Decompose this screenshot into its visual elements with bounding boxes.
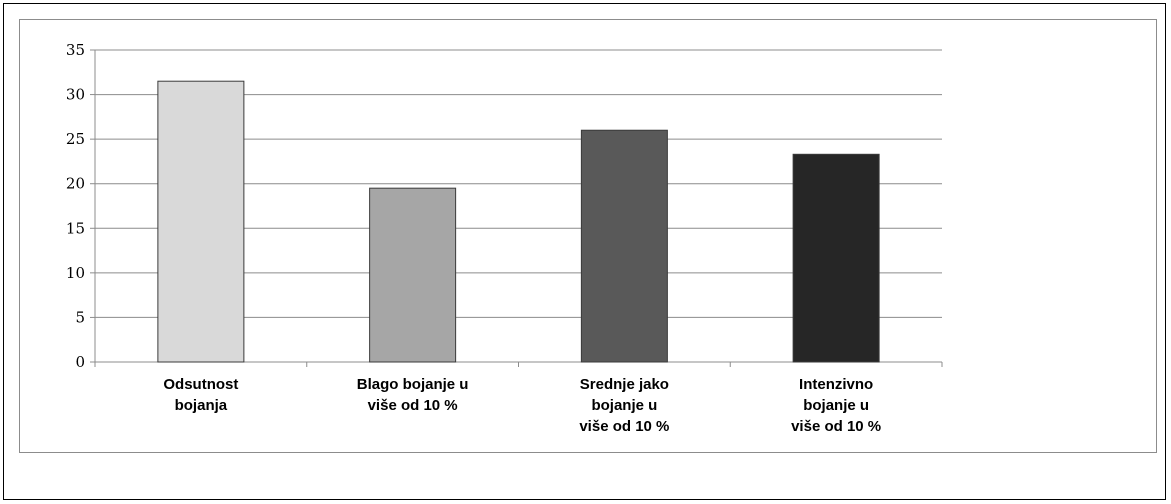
category-label: više od 10 % xyxy=(579,418,669,435)
bar xyxy=(369,187,457,363)
bar xyxy=(580,129,668,363)
category-label: više od 10 % xyxy=(368,397,458,414)
category-label: bojanja xyxy=(175,397,228,414)
bar xyxy=(157,80,245,363)
category-label: bojanje u xyxy=(591,397,657,414)
y-tick-label: 20 xyxy=(66,175,85,193)
bars xyxy=(157,80,880,363)
category-label: više od 10 % xyxy=(791,418,881,435)
category-label: Intenzivno xyxy=(799,376,873,393)
y-tick-label: 10 xyxy=(66,264,85,282)
chart-frame xyxy=(19,19,1157,453)
y-tick-label: 15 xyxy=(66,219,85,237)
bar xyxy=(792,153,880,363)
category-label: Blago bojanje u xyxy=(357,376,469,393)
y-tick-label: 30 xyxy=(66,86,85,104)
y-tick-label: 25 xyxy=(66,130,85,148)
y-tick-label: 5 xyxy=(75,308,85,326)
category-label: Odsutnost xyxy=(163,376,238,393)
category-label: bojanje u xyxy=(803,397,869,414)
category-label: Srednje jako xyxy=(580,376,669,393)
outer-frame xyxy=(3,3,1166,500)
labels: 0 5 10 15 20 25 30 35 Odsutnost bojanja Blago boja… xyxy=(66,41,881,435)
y-tick-label: 35 xyxy=(66,41,85,59)
y-tick-label: 0 xyxy=(75,353,85,371)
